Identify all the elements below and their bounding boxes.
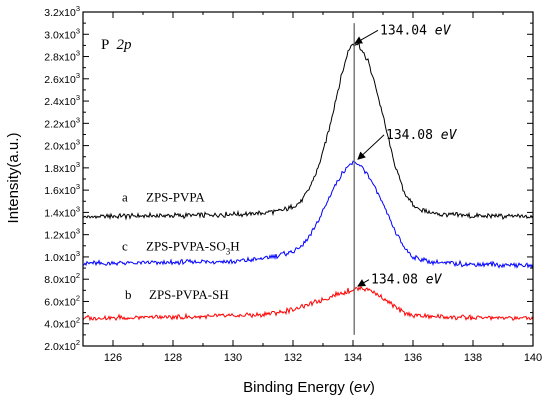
peak-arrow-a (354, 29, 379, 44)
x-tick-label: 132 (284, 352, 302, 364)
x-tick-label: 138 (464, 352, 482, 364)
x-axis-label: Binding Energy (ev) (243, 379, 375, 396)
panel-label-element: P (101, 37, 109, 53)
y-tick-label: 4.0x102 (44, 316, 80, 331)
x-axis-label-prefix: Binding Energy ( (243, 379, 354, 396)
series-label-a: ZPS-PVPA (146, 189, 205, 204)
peak-label-b: 134.08 eV (371, 273, 443, 288)
axis-layer: 126 128 130 132 134 136 138 140 2.0x102 4.0x102 6.… (44, 4, 542, 364)
y-tick-label: 2.6x103 (44, 71, 80, 86)
y-tick-label: 1.0x103 (44, 249, 80, 264)
y-tick-label: 1.2x103 (44, 227, 80, 242)
x-axis-label-unit: ev (354, 379, 371, 396)
series-label-c: ZPS-PVPA-SO3H (146, 238, 240, 256)
series-letter-c: c (122, 238, 128, 253)
y-tick-label: 2.8x103 (44, 49, 80, 64)
y-tick-label: 3.2x103 (44, 4, 80, 19)
y-tick-label: 2.2x103 (44, 115, 80, 130)
series-line-b (82, 285, 534, 322)
y-tick-label: 6.0x102 (44, 293, 80, 308)
y-tick-label: 1.4x103 (44, 204, 80, 219)
series-line-c (82, 160, 534, 269)
x-tick-label: 130 (224, 352, 242, 364)
peak-label-c: 134.08 eV (386, 128, 458, 143)
annotation-layer: a ZPS-PVPA 134.04 eV c ZPS-PVPA-SO3H 134.08 e… (122, 23, 458, 302)
panel-label: P 2p (101, 37, 132, 53)
y-tick-label: 3.0x103 (44, 26, 80, 41)
series-layer (82, 42, 534, 322)
x-axis-label-suffix: ) (370, 379, 375, 396)
x-tick-label: 126 (104, 352, 122, 364)
panel-label-orbital: 2p (117, 37, 133, 53)
y-tick-label: 2.4x103 (44, 93, 80, 108)
x-tick-label: 134 (344, 352, 362, 364)
peak-label-a: 134.04 eV (380, 23, 452, 38)
y-tick-label: 1.6x103 (44, 182, 80, 197)
peak-arrow-c (357, 134, 385, 160)
series-line-a (82, 42, 534, 221)
series-letter-a: a (122, 189, 128, 204)
y-axis-label: Intensity(a.u.) (5, 133, 22, 224)
x-tick-label: 128 (164, 352, 182, 364)
y-tick-label: 8.0x102 (44, 271, 80, 286)
series-letter-b: b (125, 287, 132, 302)
y-tick-label: 2.0x103 (44, 138, 80, 153)
x-tick-label: 136 (404, 352, 422, 364)
y-tick-label: 1.8x103 (44, 160, 80, 175)
series-label-b: ZPS-PVPA-SH (149, 287, 229, 302)
y-tick-label: 2.0x102 (44, 338, 80, 353)
x-tick-label: 140 (524, 352, 542, 364)
peak-arrow-b (357, 279, 370, 287)
